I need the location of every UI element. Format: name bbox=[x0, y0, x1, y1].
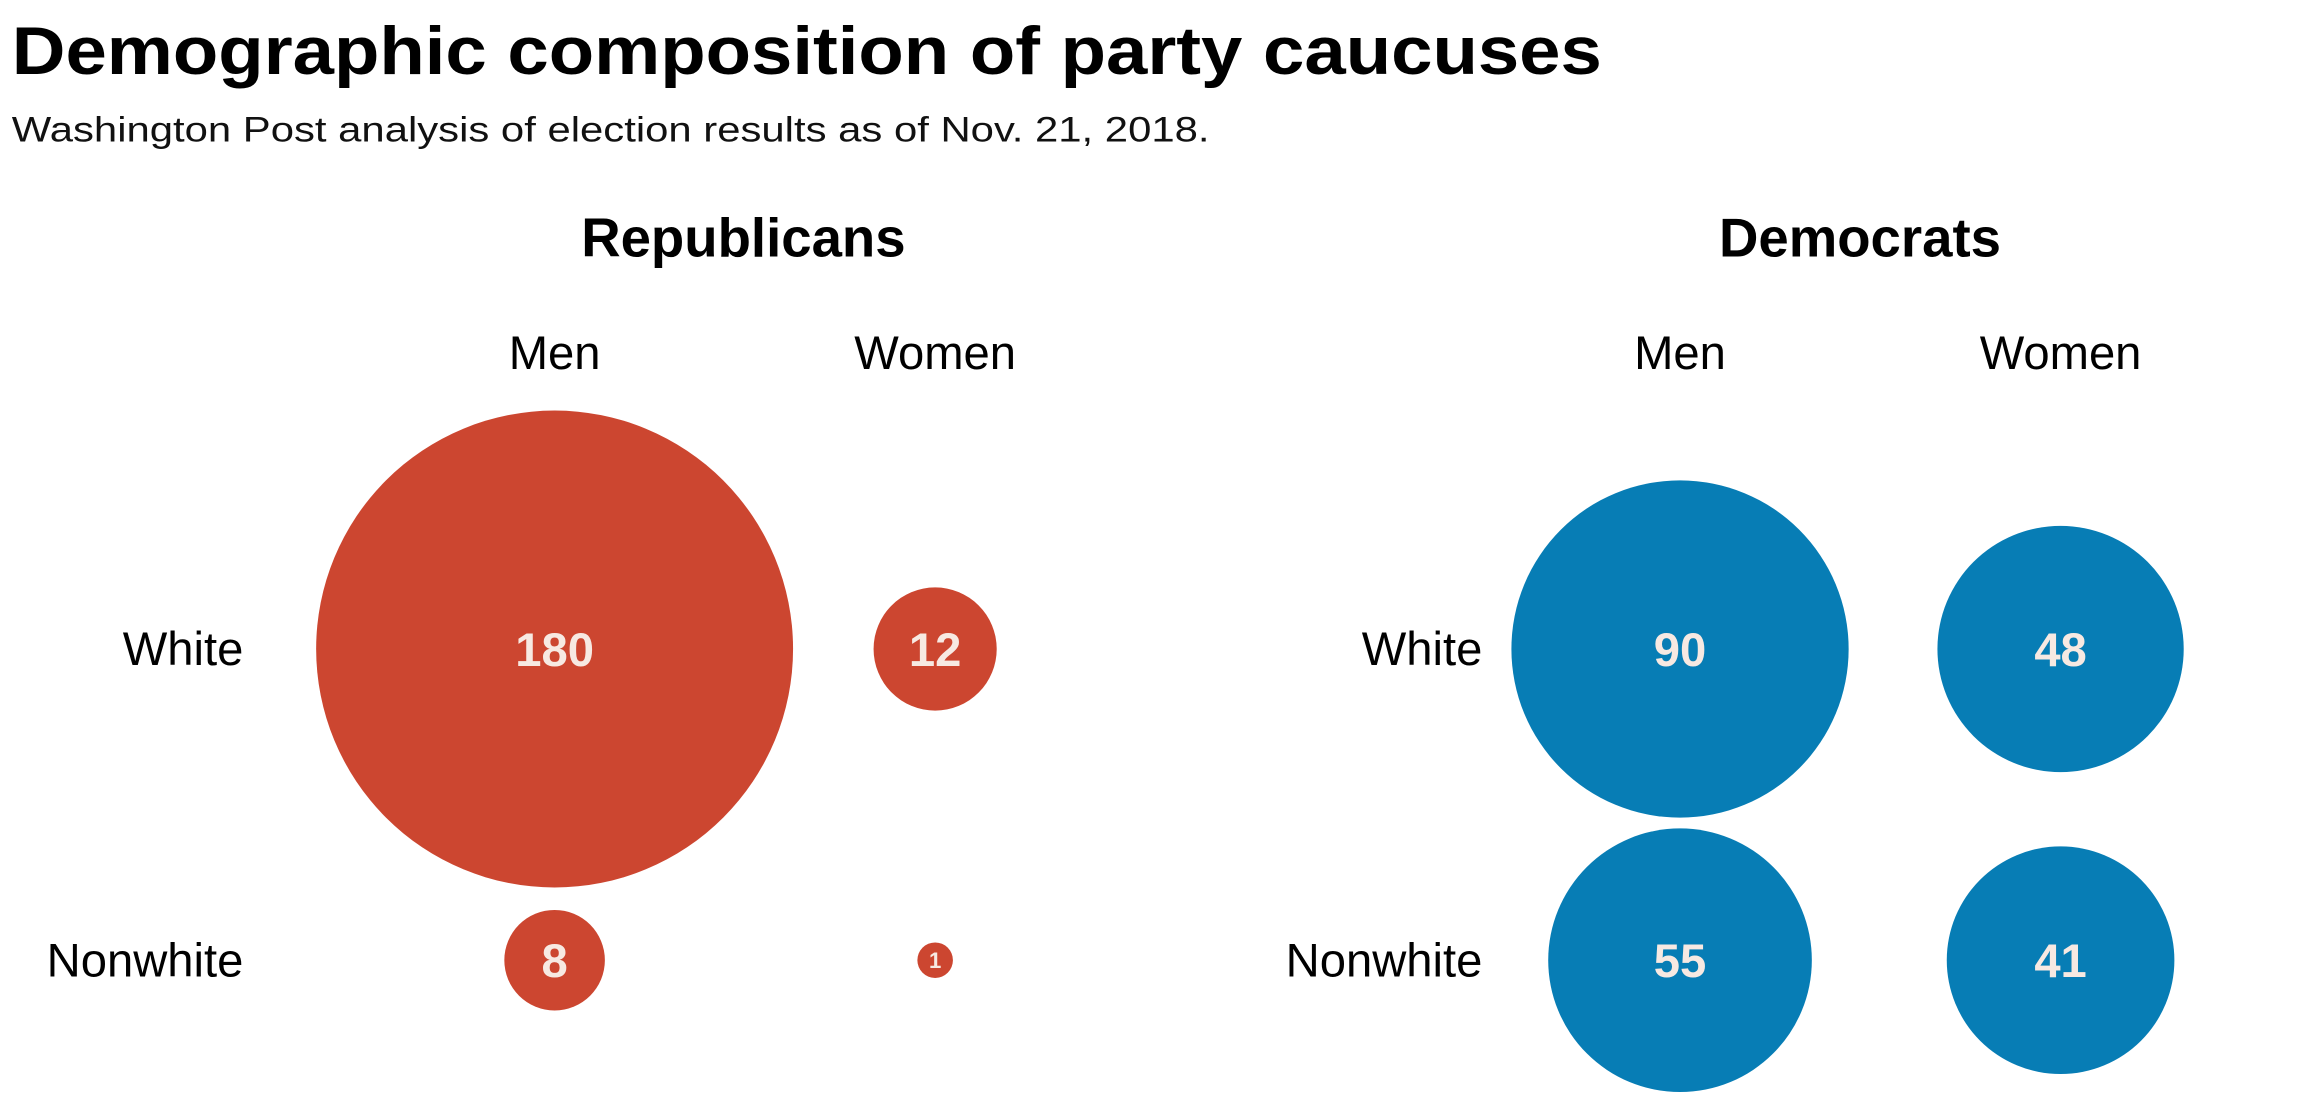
republicans-bubble-label: 8 bbox=[541, 935, 567, 988]
democrats-column-label: Women bbox=[1980, 327, 2142, 380]
republicans-column-label: Men bbox=[509, 327, 601, 380]
democrats-bubble bbox=[1511, 480, 1849, 818]
republicans-bubble bbox=[917, 942, 953, 978]
republicans-bubble bbox=[873, 587, 997, 711]
democrats-bubble bbox=[1937, 525, 2184, 773]
republicans-bubble-label: 1 bbox=[929, 948, 941, 973]
democrats-bubble-label: 48 bbox=[2034, 624, 2087, 677]
republicans-panel-title: Republicans bbox=[581, 208, 905, 269]
democrats-bubble bbox=[1548, 828, 1812, 1093]
republicans-column-label: Women bbox=[854, 327, 1016, 380]
republicans-bubble bbox=[316, 410, 794, 888]
democrats-bubble-label: 41 bbox=[2034, 935, 2087, 988]
republicans-row-label: Nonwhite bbox=[47, 934, 244, 987]
democrats-panel-title: Democrats bbox=[1719, 208, 2001, 269]
democrats-row-label: White bbox=[1362, 623, 1483, 676]
chart-title: Demographic composition of party caucuse… bbox=[12, 14, 1602, 89]
democrats-column-label: Men bbox=[1634, 327, 1726, 380]
democrats-bubble-label: 90 bbox=[1654, 624, 1707, 677]
democrats-row-label: Nonwhite bbox=[1286, 934, 1483, 987]
republicans-bubble-label: 12 bbox=[909, 624, 961, 677]
republicans-row-label: White bbox=[123, 623, 244, 676]
democrats-bubble bbox=[1946, 846, 2175, 1075]
republicans-bubble-label: 180 bbox=[515, 624, 594, 677]
republicans-bubble bbox=[504, 909, 605, 1011]
democrats-bubble-label: 55 bbox=[1654, 935, 1707, 988]
chart-subtitle: Washington Post analysis of election res… bbox=[12, 110, 1210, 150]
